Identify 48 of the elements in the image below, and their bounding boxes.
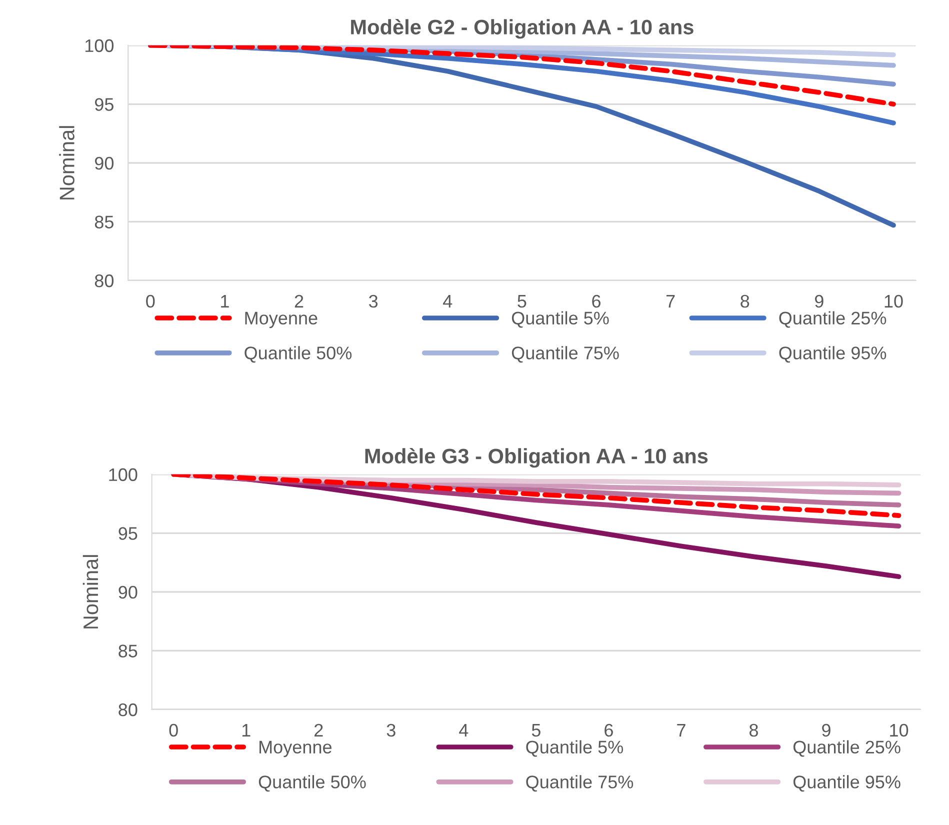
y-tick-label: 85: [118, 644, 138, 658]
legend-label: Quantile 5%: [526, 740, 624, 757]
x-tick-label: 2: [294, 294, 304, 308]
x-tick-label: 3: [369, 294, 378, 308]
x-tick-label: 9: [822, 724, 830, 737]
y-tick-label: 95: [118, 527, 138, 540]
x-tick-label: 8: [740, 294, 750, 308]
x-tick-label: 7: [677, 724, 686, 736]
x-tick-label: 4: [459, 724, 468, 736]
y-tick-label: 100: [109, 468, 138, 482]
legend-label: Quantile 25%: [779, 311, 886, 328]
x-tick-label: 4: [443, 295, 452, 308]
legend-label: Moyenne: [260, 740, 332, 758]
x-tick-label: 5: [532, 724, 540, 737]
x-tick-label: 2: [314, 724, 323, 736]
x-tick-label: 0: [146, 294, 155, 308]
y-axis-title: Nominal: [59, 126, 74, 200]
x-tick-label: 0: [169, 724, 178, 737]
legend-label: Quantile 95%: [793, 775, 900, 792]
legend-label: Quantile 50%: [258, 775, 366, 792]
x-tick-label: 3: [386, 724, 396, 737]
chart-title: Modèle G3 - Obligation AA - 10 ans: [365, 448, 708, 468]
chart-title: Modèle G2 - Obligation AA - 10 ans: [351, 18, 694, 39]
x-tick-label: 1: [221, 295, 229, 308]
y-axis-title: Nominal: [82, 555, 98, 628]
legend-label: Quantile 50%: [244, 346, 352, 363]
x-tick-label: 8: [750, 724, 758, 737]
legend-label: Moyenne: [245, 312, 318, 328]
legend-label: Quantile 75%: [512, 346, 619, 363]
x-tick-label: 10: [890, 724, 908, 737]
legend-label: Quantile 5%: [512, 311, 609, 328]
x-tick-label: 1: [242, 724, 250, 736]
y-tick-label: 90: [94, 156, 114, 170]
y-tick-label: 100: [85, 39, 114, 52]
x-tick-label: 5: [518, 295, 526, 308]
x-tick-label: 6: [604, 724, 613, 737]
y-tick-label: 90: [118, 586, 138, 599]
x-tick-label: 9: [815, 294, 824, 308]
y-tick-label: 95: [94, 98, 114, 111]
y-tick-label: 85: [94, 216, 114, 228]
legend-label: Quantile 75%: [526, 775, 634, 792]
y-tick-label: 80: [94, 274, 114, 288]
y-tick-label: 80: [118, 703, 138, 716]
x-tick-label: 7: [666, 295, 675, 308]
x-tick-label: 6: [592, 294, 600, 308]
x-tick-label: 10: [884, 294, 903, 308]
legend-label: Quantile 25%: [793, 740, 900, 757]
legend-label: Quantile 95%: [779, 346, 886, 363]
